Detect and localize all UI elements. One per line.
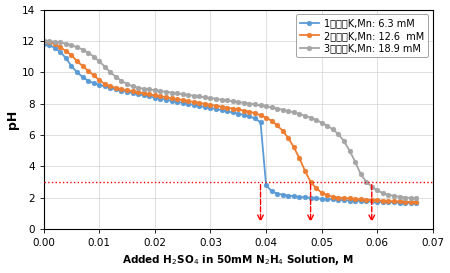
1차환원K,Mn: 6.3 mM: (0.06, 1.73): 6.3 mM: (0.06, 1.73): [375, 200, 380, 203]
3차환원K,Mn: 18.9 mM: (0.067, 1.94): 18.9 mM: (0.067, 1.94): [414, 197, 419, 200]
1차환원K,Mn: 6.3 mM: (0.016, 8.68): 6.3 mM: (0.016, 8.68): [130, 91, 135, 94]
2차환원K,Mn: 12.6  mM: (0.039, 7.25): 12.6 mM: (0.039, 7.25): [258, 114, 263, 117]
Legend: 1차환원K,Mn: 6.3 mM, 2차환원K,Mn: 12.6  mM, 3차환원K,Mn: 18.9 mM: 1차환원K,Mn: 6.3 mM, 2차환원K,Mn: 12.6 mM, 3차환…: [296, 14, 428, 57]
3차환원K,Mn: 18.9 mM: (0.016, 9.1): 18.9 mM: (0.016, 9.1): [130, 85, 135, 88]
Line: 3차환원K,Mn: 18.9 mM: 3차환원K,Mn: 18.9 mM: [41, 38, 418, 201]
2차환원K,Mn: 12.6  mM: (0.067, 1.71): 12.6 mM: (0.067, 1.71): [414, 200, 419, 204]
3차환원K,Mn: 18.9 mM: (0.065, 2): 18.9 mM: (0.065, 2): [402, 196, 408, 199]
2차환원K,Mn: 12.6  mM: (0.016, 8.78): 12.6 mM: (0.016, 8.78): [130, 90, 135, 93]
2차환원K,Mn: 12.6  mM: (0.065, 1.73): 12.6 mM: (0.065, 1.73): [402, 200, 408, 203]
3차환원K,Mn: 18.9 mM: (0.039, 7.88): 18.9 mM: (0.039, 7.88): [258, 104, 263, 107]
2차환원K,Mn: 12.6  mM: (0, 12): 12.6 mM: (0, 12): [41, 39, 46, 43]
2차환원K,Mn: 12.6  mM: (0.038, 7.38): 12.6 mM: (0.038, 7.38): [252, 112, 258, 115]
3차환원K,Mn: 18.9 mM: (0.06, 2.45): 18.9 mM: (0.06, 2.45): [375, 189, 380, 192]
X-axis label: Added H$_2$SO$_4$ in 50mM N$_2$H$_4$ Solution, M: Added H$_2$SO$_4$ in 50mM N$_2$H$_4$ Sol…: [122, 253, 354, 268]
3차환원K,Mn: 18.9 mM: (0.038, 7.94): 18.9 mM: (0.038, 7.94): [252, 103, 258, 106]
1차환원K,Mn: 6.3 mM: (0.015, 8.75): 6.3 mM: (0.015, 8.75): [124, 90, 130, 93]
3차환원K,Mn: 18.9 mM: (0, 12): 18.9 mM: (0, 12): [41, 39, 46, 43]
1차환원K,Mn: 6.3 mM: (0.038, 7.05): 6.3 mM: (0.038, 7.05): [252, 117, 258, 120]
2차환원K,Mn: 12.6  mM: (0.015, 8.85): 12.6 mM: (0.015, 8.85): [124, 89, 130, 92]
1차환원K,Mn: 6.3 mM: (0.065, 1.67): 6.3 mM: (0.065, 1.67): [402, 201, 408, 204]
1차환원K,Mn: 6.3 mM: (0, 11.8): 6.3 mM: (0, 11.8): [41, 42, 46, 46]
1차환원K,Mn: 6.3 mM: (0.067, 1.64): 6.3 mM: (0.067, 1.64): [414, 201, 419, 205]
Line: 1차환원K,Mn: 6.3 mM: 1차환원K,Mn: 6.3 mM: [41, 41, 418, 206]
1차환원K,Mn: 6.3 mM: (0.039, 6.8): 6.3 mM: (0.039, 6.8): [258, 121, 263, 124]
3차환원K,Mn: 18.9 mM: (0.015, 9.25): 18.9 mM: (0.015, 9.25): [124, 82, 130, 86]
Line: 2차환원K,Mn: 12.6  mM: 2차환원K,Mn: 12.6 mM: [41, 38, 418, 204]
Y-axis label: pH: pH: [5, 109, 18, 129]
2차환원K,Mn: 12.6  mM: (0.06, 1.82): 12.6 mM: (0.06, 1.82): [375, 199, 380, 202]
